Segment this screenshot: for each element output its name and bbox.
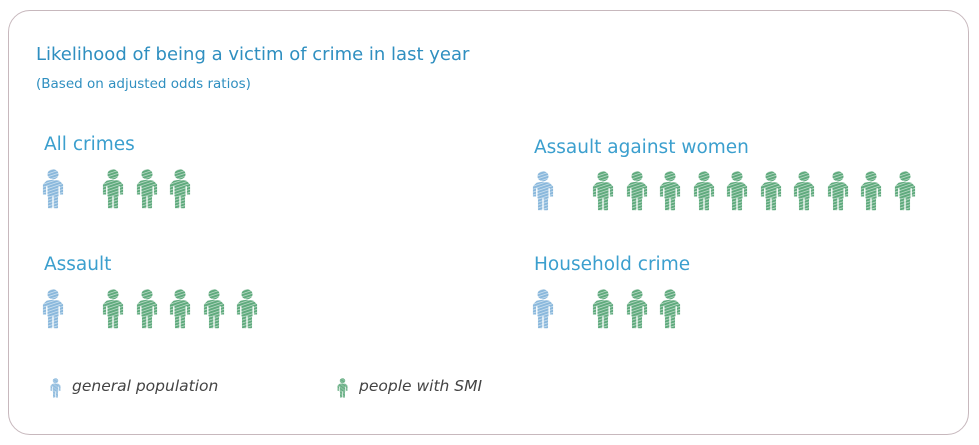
panel-label-all-crimes: All crimes bbox=[44, 134, 135, 155]
smi-person-icon bbox=[859, 161, 883, 217]
smi-person-icon bbox=[202, 279, 225, 335]
panel-label-assault-against-women: Assault against women bbox=[534, 137, 749, 158]
smi-person-icon bbox=[625, 161, 648, 217]
smi-person-icon bbox=[235, 279, 259, 335]
smi-person-icon bbox=[658, 279, 682, 335]
smi-person-icon bbox=[135, 159, 158, 215]
panel-label-household-crime: Household crime bbox=[534, 254, 691, 275]
smi-person-icon bbox=[101, 159, 125, 215]
smi-person-icon bbox=[168, 279, 192, 335]
smi-person-icon bbox=[725, 161, 749, 217]
smi-person-icon bbox=[893, 161, 916, 217]
smi-person-icon bbox=[792, 161, 816, 217]
chart-title: Likelihood of being a victim of crime in… bbox=[36, 44, 470, 65]
smi-person-icon bbox=[591, 279, 615, 335]
general-population-person-icon bbox=[41, 159, 65, 215]
smi-person-icon bbox=[759, 161, 782, 217]
general-population-person-icon bbox=[531, 279, 555, 335]
legend-people-with-smi-label: people with SMI bbox=[359, 377, 483, 395]
person-icon bbox=[336, 373, 349, 402]
general-population-person-icon bbox=[41, 279, 65, 335]
panel-label-assault: Assault bbox=[44, 254, 112, 275]
smi-person-icon bbox=[625, 279, 648, 335]
smi-person-icon bbox=[135, 279, 158, 335]
chart-card bbox=[8, 10, 969, 435]
chart-subtitle: (Based on adjusted odds ratios) bbox=[36, 76, 251, 92]
smi-person-icon bbox=[101, 279, 125, 335]
general-population-person-icon bbox=[531, 161, 555, 217]
legend-person-icon bbox=[336, 373, 349, 401]
legend-general-population-label: general population bbox=[72, 377, 219, 395]
smi-person-icon bbox=[168, 159, 192, 215]
smi-person-icon bbox=[658, 161, 682, 217]
smi-person-icon bbox=[591, 161, 615, 217]
smi-person-icon bbox=[826, 161, 849, 217]
smi-person-icon bbox=[692, 161, 715, 217]
legend-person-icon bbox=[49, 373, 62, 401]
person-icon bbox=[49, 373, 62, 402]
